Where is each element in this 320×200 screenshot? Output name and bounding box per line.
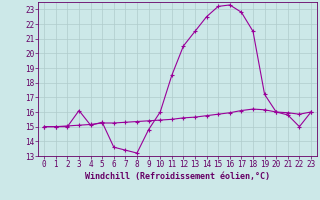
X-axis label: Windchill (Refroidissement éolien,°C): Windchill (Refroidissement éolien,°C) (85, 172, 270, 181)
